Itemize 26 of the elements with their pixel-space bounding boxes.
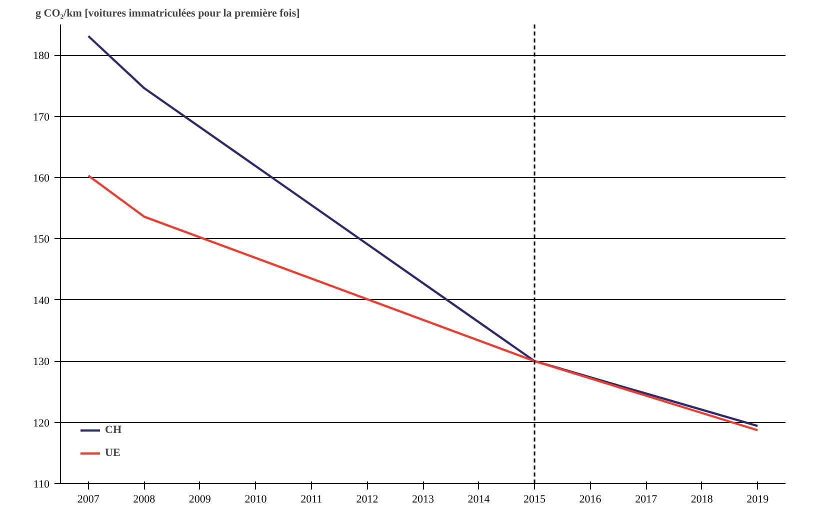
x-tick-label: 2012: [356, 494, 378, 506]
y-tick-label: 150: [33, 234, 50, 246]
x-tick-label: 2017: [635, 494, 658, 506]
x-tick-label: 2015: [524, 494, 546, 506]
y-tick-label: 120: [33, 417, 50, 430]
y-tick-label: 110: [33, 478, 50, 490]
y-tick-label: 180: [33, 50, 50, 62]
legend-label: CH: [105, 424, 122, 436]
x-tick-label: 2010: [244, 494, 268, 506]
x-tick-label: 2007: [77, 494, 100, 506]
x-tick-label: 2019: [746, 494, 770, 506]
x-tick-label: 2011: [300, 494, 322, 506]
y-tick-label: 160: [33, 172, 50, 184]
x-tick-label: 2014: [468, 494, 490, 506]
y-axis-title: g CO₂/km [voitures immatriculées pour la première fois]: [36, 8, 300, 20]
x-tick-label: 2016: [579, 494, 602, 506]
y-tick-label: 130: [33, 356, 50, 368]
x-tick-label: 2013: [412, 494, 434, 506]
x-tick-label: 2018: [690, 494, 714, 506]
line-series: [87, 174, 759, 432]
x-tick-label: 2008: [133, 494, 156, 506]
legend-label: UE: [105, 447, 122, 459]
y-tick-label: 140: [33, 294, 50, 307]
line-series: [87, 35, 759, 428]
y-tick-label: 170: [33, 111, 50, 124]
x-tick-label: 2009: [188, 494, 212, 506]
